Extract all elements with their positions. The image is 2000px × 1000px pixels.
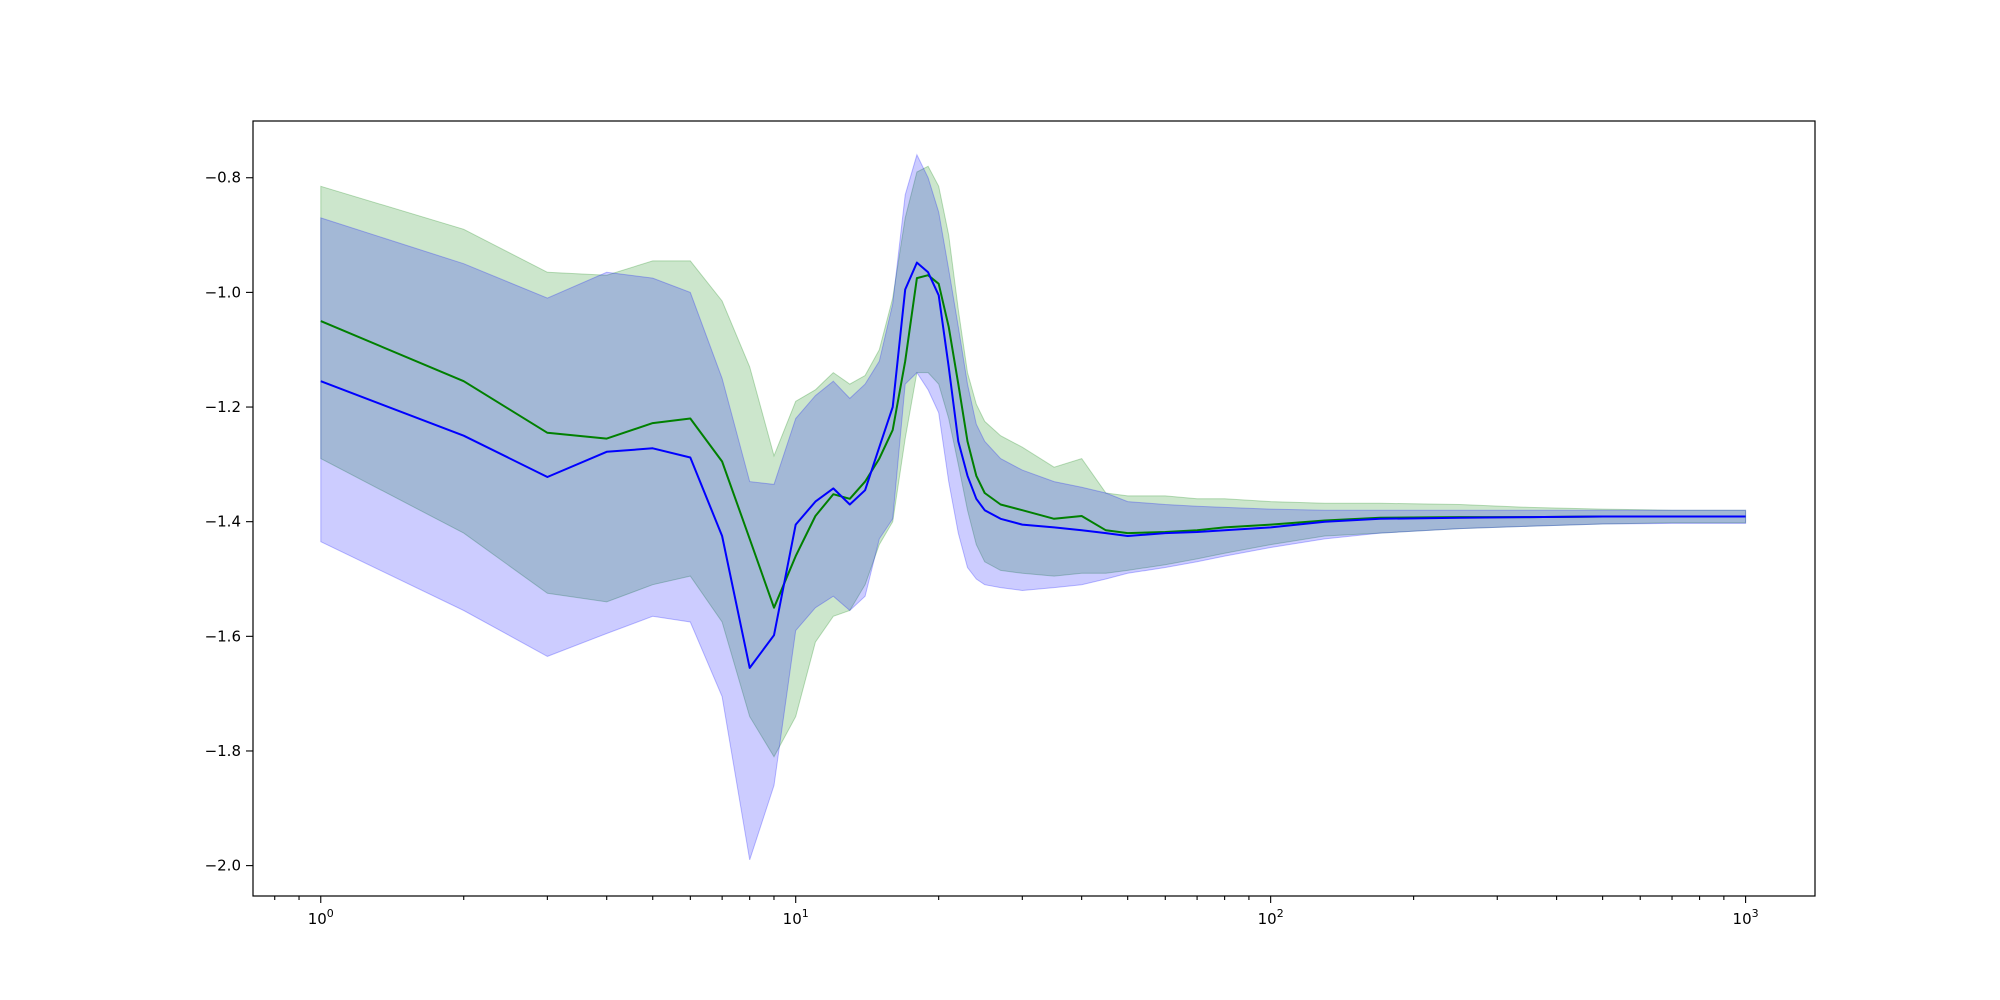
y-tick-label: −1.0	[205, 283, 241, 301]
series-1-band	[320, 165, 1747, 758]
x-tick-label: 100	[308, 907, 334, 928]
y-tick-label: −1.4	[205, 513, 241, 531]
y-tick-label: −2.0	[205, 857, 241, 875]
y-tick-label: −1.8	[205, 742, 241, 760]
series-2-line	[320, 261, 1746, 669]
y-tick-label: −0.8	[205, 169, 241, 187]
y-tick-label: −1.6	[205, 627, 241, 645]
x-axis: 100 101 102 103	[274, 896, 1759, 928]
series-lines	[320, 261, 1746, 669]
confidence-bands	[320, 153, 1747, 861]
y-tick-label: −1.2	[205, 398, 241, 416]
plot-frame	[252, 120, 1816, 897]
x-tick-label: 102	[1258, 907, 1284, 928]
series-1-line	[320, 274, 1746, 609]
y-axis: −0.8 −1.0 −1.2 −1.4 −1.6 −1.8 −2.0	[205, 169, 253, 875]
x-tick-label: 101	[783, 907, 809, 928]
series-2-band	[320, 153, 1747, 861]
x-tick-label: 103	[1733, 907, 1759, 928]
